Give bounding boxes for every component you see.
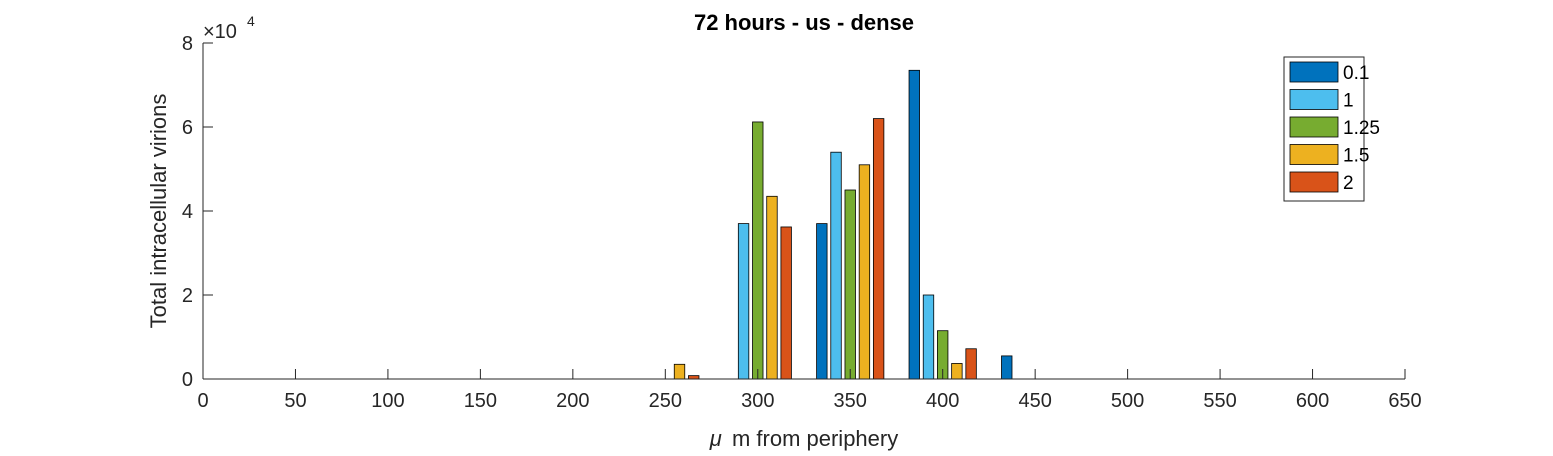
bar-0_1-x350	[816, 223, 828, 380]
x-tick-label: 400	[926, 390, 959, 412]
y-tick-label: 2	[182, 285, 193, 307]
x-tick-label: 600	[1296, 390, 1329, 412]
legend-swatch-2	[1289, 171, 1339, 193]
bar-2-x350	[872, 118, 885, 380]
bar-1-x300	[737, 223, 750, 380]
x-tick-label: 100	[371, 390, 404, 412]
bar-0_1-x400	[908, 69, 920, 380]
x-tick-label: 150	[464, 390, 497, 412]
legend-label-0_1: 0.1	[1343, 63, 1369, 84]
y-tick-label: 8	[182, 33, 193, 55]
x-tick-label: 300	[741, 390, 774, 412]
legend-swatch-1_25	[1289, 116, 1339, 138]
y-exponent-label: ×10 4	[203, 13, 255, 43]
bar-1-x350	[830, 151, 842, 380]
bar-0_1-x450	[1001, 355, 1013, 380]
x-tick-label: 0	[197, 390, 208, 412]
bar-1-x400	[922, 294, 935, 380]
bar-2-x400	[965, 348, 977, 380]
legend-label-1_25: 1.25	[1343, 118, 1380, 139]
x-tick-label: 50	[284, 390, 306, 412]
x-tick-label: 250	[649, 390, 682, 412]
x-axis-label-text: m from periphery	[732, 426, 898, 451]
bar-1_5-x350	[858, 164, 871, 380]
bar-1_5-x400	[951, 363, 963, 380]
legend-swatch-1_5	[1289, 144, 1339, 165]
bars-layer	[673, 69, 1013, 380]
bar-2-x250	[688, 375, 700, 380]
x-tick-label: 200	[556, 390, 589, 412]
x-tick-label: 350	[834, 390, 867, 412]
x-tick-label: 550	[1203, 390, 1236, 412]
x-tick-label: 450	[1018, 390, 1051, 412]
axes	[202, 43, 1405, 380]
bar-2-x300	[780, 226, 792, 380]
bar-1_25-x300	[752, 121, 764, 380]
x-tick-label: 650	[1388, 390, 1421, 412]
legend-label-1: 1	[1343, 91, 1354, 112]
x-ticks: 0 50 100 150 200 250 300 350 400 450 500 550 600 650	[197, 369, 1422, 412]
legend-label-1_5: 1.5	[1343, 146, 1369, 167]
legend-swatch-0_1	[1289, 61, 1339, 83]
legend-label-2: 2	[1343, 173, 1354, 194]
y-axis-label: Total intracellular virions	[146, 94, 171, 329]
y-multiplier: ×10	[203, 21, 237, 43]
bar-1_25-x350	[844, 189, 856, 380]
bar-1_5-x300	[766, 195, 778, 380]
x-tick-label: 500	[1111, 390, 1144, 412]
bar-1_5-x250	[673, 363, 686, 380]
x-axis-label: μ m from periphery	[709, 426, 898, 451]
y-exponent: 4	[247, 13, 255, 29]
y-ticks: 0 2 4 6 8	[182, 33, 213, 391]
legend: 0.1 1 1.25 1.5 2	[1283, 56, 1380, 202]
legend-swatch-1	[1289, 89, 1339, 110]
chart-title: 72 hours - us - dense	[694, 10, 914, 35]
x-axis-label-prefix: μ	[709, 426, 722, 451]
y-tick-label: 0	[182, 369, 193, 391]
y-tick-label: 6	[182, 117, 193, 139]
y-tick-label: 4	[182, 201, 193, 223]
